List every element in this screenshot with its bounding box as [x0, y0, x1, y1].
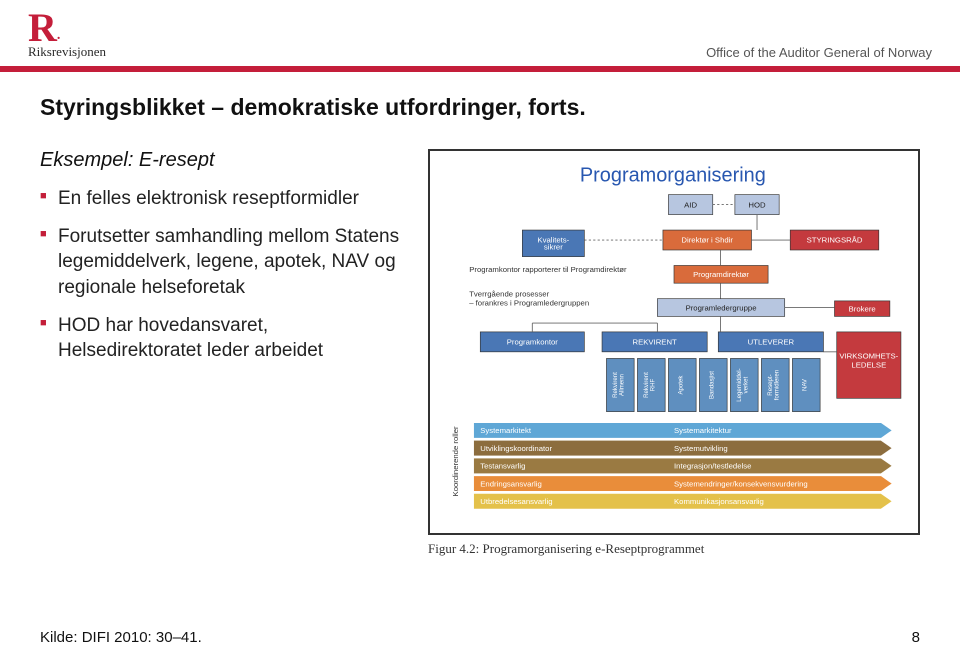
- figure-caption: Figur 4.2: Programorganisering e-Reseptp…: [428, 541, 920, 557]
- svg-text:Kommunikasjonsansvarlig: Kommunikasjonsansvarlig: [674, 497, 764, 506]
- svg-text:Programledergruppe: Programledergruppe: [686, 303, 757, 312]
- svg-text:Brokere: Brokere: [849, 304, 876, 313]
- diagram-frame: ProgramorganiseringAIDHODKvalitets-sikre…: [428, 149, 920, 535]
- svg-text:LEDELSE: LEDELSE: [851, 360, 886, 369]
- svg-text:Apotek: Apotek: [677, 375, 684, 395]
- svg-text:Programkontor rapporterer til: Programkontor rapporterer til Programdir…: [469, 265, 627, 274]
- svg-text:NAV: NAV: [801, 378, 808, 391]
- svg-text:Programorganisering: Programorganisering: [580, 164, 766, 186]
- svg-text:Allmenn: Allmenn: [619, 374, 626, 396]
- example-heading: Eksempel: E-resept: [40, 149, 400, 172]
- svg-text:HOD: HOD: [748, 200, 766, 209]
- svg-text:Programkontor: Programkontor: [507, 338, 559, 347]
- page-number: 8: [912, 629, 920, 646]
- slide-header: R. Riksrevisjonen Office of the Auditor …: [0, 0, 960, 66]
- svg-text:UTLEVERER: UTLEVERER: [748, 338, 795, 347]
- svg-text:sikrer: sikrer: [544, 242, 563, 251]
- svg-text:Utbredelsesansvarlig: Utbredelsesansvarlig: [480, 497, 552, 506]
- bullet-item: En felles elektronisk reseptformidler: [40, 186, 400, 212]
- svg-text:Direktør i Shdir: Direktør i Shdir: [681, 236, 733, 245]
- logo-letter: R.: [28, 10, 60, 46]
- bullet-item: Forutsetter samhandling mellom Statens l…: [40, 224, 400, 301]
- logo: R. Riksrevisjonen: [28, 10, 106, 60]
- office-text: Office of the Auditor General of Norway: [706, 45, 932, 60]
- svg-text:RHF: RHF: [650, 379, 657, 392]
- program-org-diagram: ProgramorganiseringAIDHODKvalitets-sikre…: [436, 157, 912, 522]
- bullet-item: HOD har hovedansvaret, Helsedirektoratet…: [40, 313, 400, 364]
- svg-text:verket: verket: [743, 376, 750, 393]
- svg-text:Systemarkitektur: Systemarkitektur: [674, 426, 732, 435]
- svg-text:STYRINGSRÅD: STYRINGSRÅD: [807, 236, 863, 245]
- svg-text:Koordinerende roller: Koordinerende roller: [451, 426, 460, 497]
- bullet-list: En felles elektronisk reseptformidler Fo…: [40, 186, 400, 364]
- svg-text:– forankres i Programledergrup: – forankres i Programledergruppen: [469, 298, 589, 307]
- svg-text:Testansvarlig: Testansvarlig: [480, 462, 525, 471]
- source-citation: Kilde: DIFI 2010: 30–41.: [40, 629, 202, 646]
- left-column: Eksempel: E-resept En felles elektronisk…: [40, 149, 400, 557]
- right-column: ProgramorganiseringAIDHODKvalitets-sikre…: [428, 149, 920, 557]
- svg-text:VIRKSOMHETS-: VIRKSOMHETS-: [839, 351, 898, 360]
- svg-text:formidleren: formidleren: [774, 370, 781, 400]
- svg-text:Utviklingskoordinator: Utviklingskoordinator: [480, 444, 552, 453]
- svg-text:Systemarkitekt: Systemarkitekt: [480, 426, 532, 435]
- slide-body: Styringsblikket – demokratiske utfordrin…: [0, 72, 960, 567]
- logo-dot: .: [57, 28, 61, 43]
- logo-r-letter: R: [28, 5, 57, 50]
- svg-text:Systemutvikling: Systemutvikling: [674, 444, 728, 453]
- svg-text:Integrasjon/testledelse: Integrasjon/testledelse: [674, 462, 751, 471]
- svg-text:Systemendringer/konsekvensvurd: Systemendringer/konsekvensvurdering: [674, 479, 808, 488]
- svg-text:Tverrgående prosesser: Tverrgående prosesser: [469, 289, 549, 298]
- columns: Eksempel: E-resept En felles elektronisk…: [40, 149, 920, 557]
- svg-text:REKVIRENT: REKVIRENT: [632, 338, 677, 347]
- svg-text:Bandasjist: Bandasjist: [708, 371, 715, 399]
- svg-text:Endringsansvarlig: Endringsansvarlig: [480, 479, 541, 488]
- svg-text:AID: AID: [684, 200, 697, 209]
- svg-text:Programdirektør: Programdirektør: [693, 270, 749, 279]
- slide-title: Styringsblikket – demokratiske utfordrin…: [40, 94, 920, 121]
